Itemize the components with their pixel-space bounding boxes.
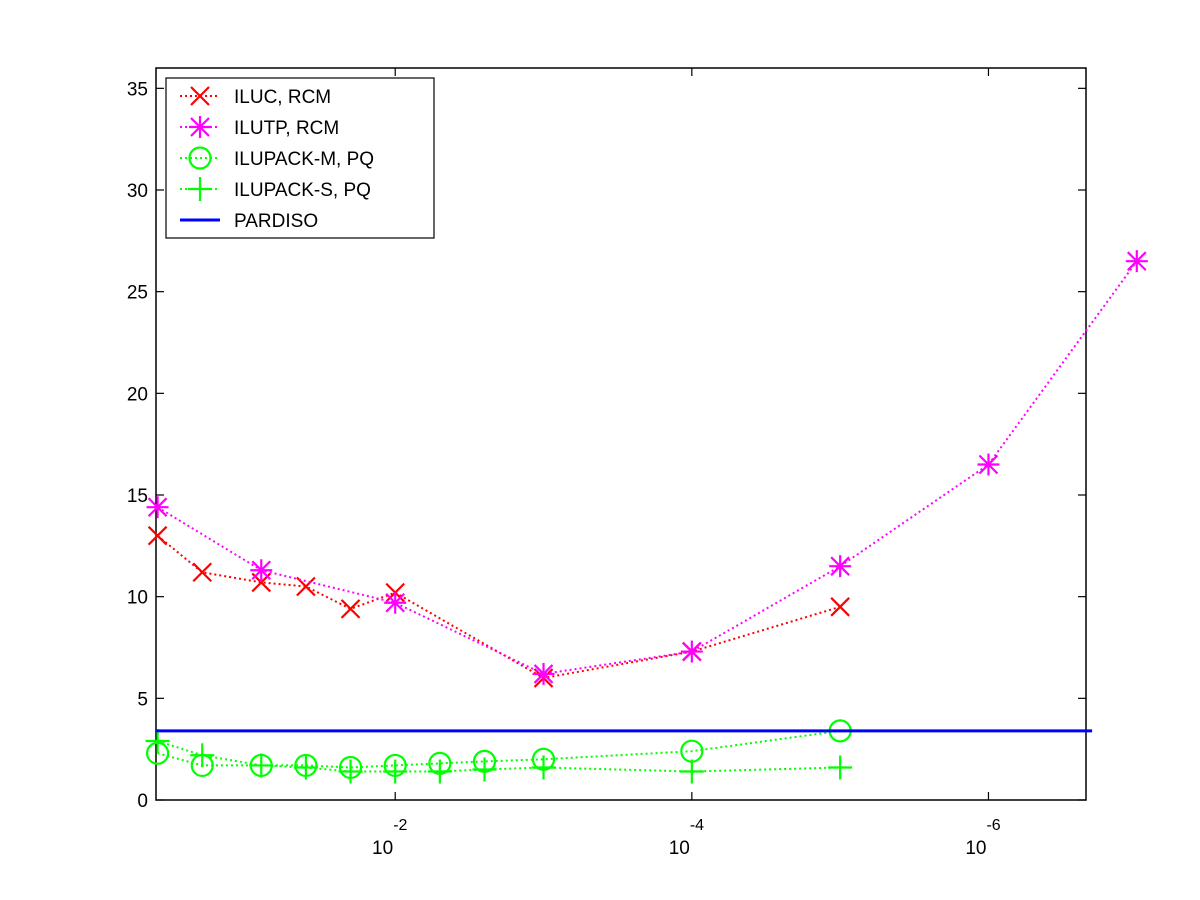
y-tick-label: 10 xyxy=(127,588,148,609)
data-point xyxy=(192,562,213,583)
legend-item: ILUTP, RCM xyxy=(180,116,339,139)
legend: ILUC, RCM ILUTP, RCM ILUPACK-M, PQ ILUPACK-… xyxy=(165,77,435,239)
y-tick-label: 15 xyxy=(127,486,148,507)
data-point xyxy=(977,453,1000,476)
data-point xyxy=(340,599,361,619)
data-point xyxy=(145,729,170,754)
data-point xyxy=(828,755,853,780)
data-point xyxy=(679,759,704,784)
data-point xyxy=(1125,250,1148,273)
y-axis: 0 5 10 15 20 25 30 35 xyxy=(127,79,1086,812)
series-ilutp-rcm xyxy=(146,250,1148,685)
data-point xyxy=(830,597,850,617)
data-point xyxy=(249,753,274,778)
series-group xyxy=(145,250,1148,784)
legend-label: ILUPACK-M, PQ xyxy=(234,149,374,170)
data-point xyxy=(190,743,215,768)
legend-marker xyxy=(188,146,212,170)
data-point xyxy=(472,757,497,782)
x-tick-label-exponent: -2 xyxy=(393,817,407,834)
y-tick-label: 35 xyxy=(127,79,148,100)
data-point xyxy=(147,525,168,546)
data-point xyxy=(250,559,273,582)
x-tick-label-base: 10 xyxy=(372,838,393,859)
legend-item: ILUPACK-M, PQ xyxy=(180,146,374,170)
y-tick-label: 5 xyxy=(137,689,148,710)
data-point xyxy=(531,755,556,780)
data-point xyxy=(680,640,703,663)
series-line-ilupack-m-pq xyxy=(157,729,841,769)
y-tick-label: 25 xyxy=(127,283,148,304)
data-point xyxy=(338,759,363,784)
data-point xyxy=(532,662,555,685)
legend-label: PARDISO xyxy=(234,211,318,232)
data-point xyxy=(384,591,407,614)
legend-marker xyxy=(189,116,211,138)
legend-item: PARDISO xyxy=(180,211,318,232)
series-iluc-rcm xyxy=(147,525,850,688)
x-tick-label-exponent: -6 xyxy=(986,817,1000,834)
legend-marker xyxy=(188,177,212,201)
x-tick-label-base: 10 xyxy=(669,838,690,859)
y-tick-label: 0 xyxy=(137,791,148,812)
legend-label: ILUTP, RCM xyxy=(234,118,339,139)
x-tick-label-base: 10 xyxy=(965,838,986,859)
legend-label: ILUC, RCM xyxy=(234,87,331,108)
data-point xyxy=(146,496,169,519)
x-tick-label-exponent: -4 xyxy=(690,817,704,834)
series-ilupack-s-pq xyxy=(145,729,853,784)
y-tick-label: 30 xyxy=(127,181,148,202)
legend-marker xyxy=(190,86,210,106)
legend-item: ILUC, RCM xyxy=(180,86,331,108)
legend-item: ILUPACK-S, PQ xyxy=(180,177,371,201)
data-point xyxy=(293,755,318,780)
data-point xyxy=(383,759,408,784)
legend-label: ILUPACK-S, PQ xyxy=(234,180,371,201)
x-axis: 10-210-410-6 xyxy=(372,68,1001,859)
series-line-iluc-rcm xyxy=(156,534,841,680)
y-tick-label: 20 xyxy=(127,384,148,405)
data-point xyxy=(829,555,852,578)
data-point xyxy=(427,759,452,784)
